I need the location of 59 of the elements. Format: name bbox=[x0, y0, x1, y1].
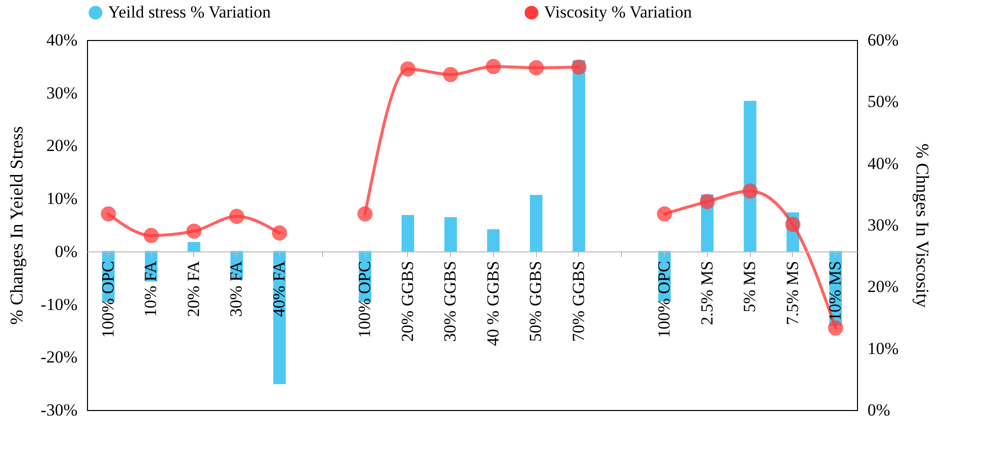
point bbox=[785, 216, 800, 232]
y2-tick-label: 40% bbox=[868, 154, 899, 173]
point bbox=[357, 206, 373, 222]
y2-tick-label: 20% bbox=[868, 277, 899, 296]
x-tick-label: 100% OPC bbox=[98, 260, 118, 338]
legend-label: Yeild stress % Variation bbox=[108, 2, 272, 22]
x-tick-label: 10% MS bbox=[826, 260, 845, 321]
bar bbox=[744, 100, 756, 252]
y2-axis-title: % Chnges In Viscosity bbox=[912, 143, 933, 308]
point bbox=[571, 60, 587, 75]
x-tick-label: 100% OPC bbox=[355, 260, 374, 338]
y2-tick-label: 30% bbox=[868, 216, 899, 234]
x-tick-label: 20% FA bbox=[184, 260, 203, 317]
point bbox=[100, 206, 116, 222]
point bbox=[528, 60, 544, 76]
bar bbox=[188, 242, 200, 252]
y-axis-title: % Changes In Yeield Stress bbox=[6, 126, 27, 325]
y2-tick-label: 0% bbox=[868, 400, 890, 420]
point bbox=[828, 320, 844, 336]
bar bbox=[572, 60, 586, 252]
point bbox=[186, 224, 202, 239]
point bbox=[229, 208, 244, 224]
x-tick-label: 30% GGBS bbox=[440, 260, 460, 342]
y-tick-label: -10% bbox=[40, 294, 78, 314]
x-tick-label: 2.5% MS bbox=[697, 260, 716, 326]
point bbox=[443, 66, 458, 82]
bar bbox=[444, 217, 457, 252]
bar bbox=[402, 214, 414, 252]
bar bbox=[273, 250, 286, 384]
y-tick-label: -20% bbox=[40, 348, 78, 367]
point bbox=[742, 184, 758, 199]
x-tick-label: 5% MS bbox=[740, 260, 760, 312]
y-tick-label: 40% bbox=[46, 30, 78, 50]
legend-label: Viscosity % Variation bbox=[544, 2, 692, 22]
x-tick-label: 40 % GGBS bbox=[483, 260, 502, 346]
y-tick-label: 10% bbox=[46, 189, 78, 208]
y-tick-label: 20% bbox=[46, 136, 78, 156]
point bbox=[400, 61, 416, 77]
x-tick-label: 10% FA bbox=[141, 260, 160, 317]
point bbox=[486, 58, 501, 74]
y-tick-label: -30% bbox=[40, 400, 78, 420]
x-tick-label: 7.5% MS bbox=[782, 260, 802, 326]
y2-tick-label: 60% bbox=[868, 30, 899, 50]
y2-tick-label: 10% bbox=[868, 338, 899, 358]
x-tick-label: 20% GGBS bbox=[398, 260, 417, 342]
point bbox=[656, 206, 672, 222]
x-tick-label: 100% OPC bbox=[654, 260, 674, 338]
point bbox=[144, 228, 159, 244]
y-tick-label: 30% bbox=[46, 83, 78, 102]
point bbox=[272, 225, 288, 241]
y2-tick-label: 50% bbox=[868, 92, 899, 112]
x-tick-label: 70% GGBS bbox=[568, 260, 588, 342]
bar bbox=[530, 194, 542, 252]
x-tick-label: 30% FA bbox=[226, 260, 246, 317]
y-tick-label: 0% bbox=[54, 242, 78, 261]
x-tick-label: 50% GGBS bbox=[526, 260, 546, 342]
bar bbox=[487, 229, 500, 252]
x-tick-label: 40% FA bbox=[270, 260, 288, 317]
point bbox=[700, 194, 715, 210]
